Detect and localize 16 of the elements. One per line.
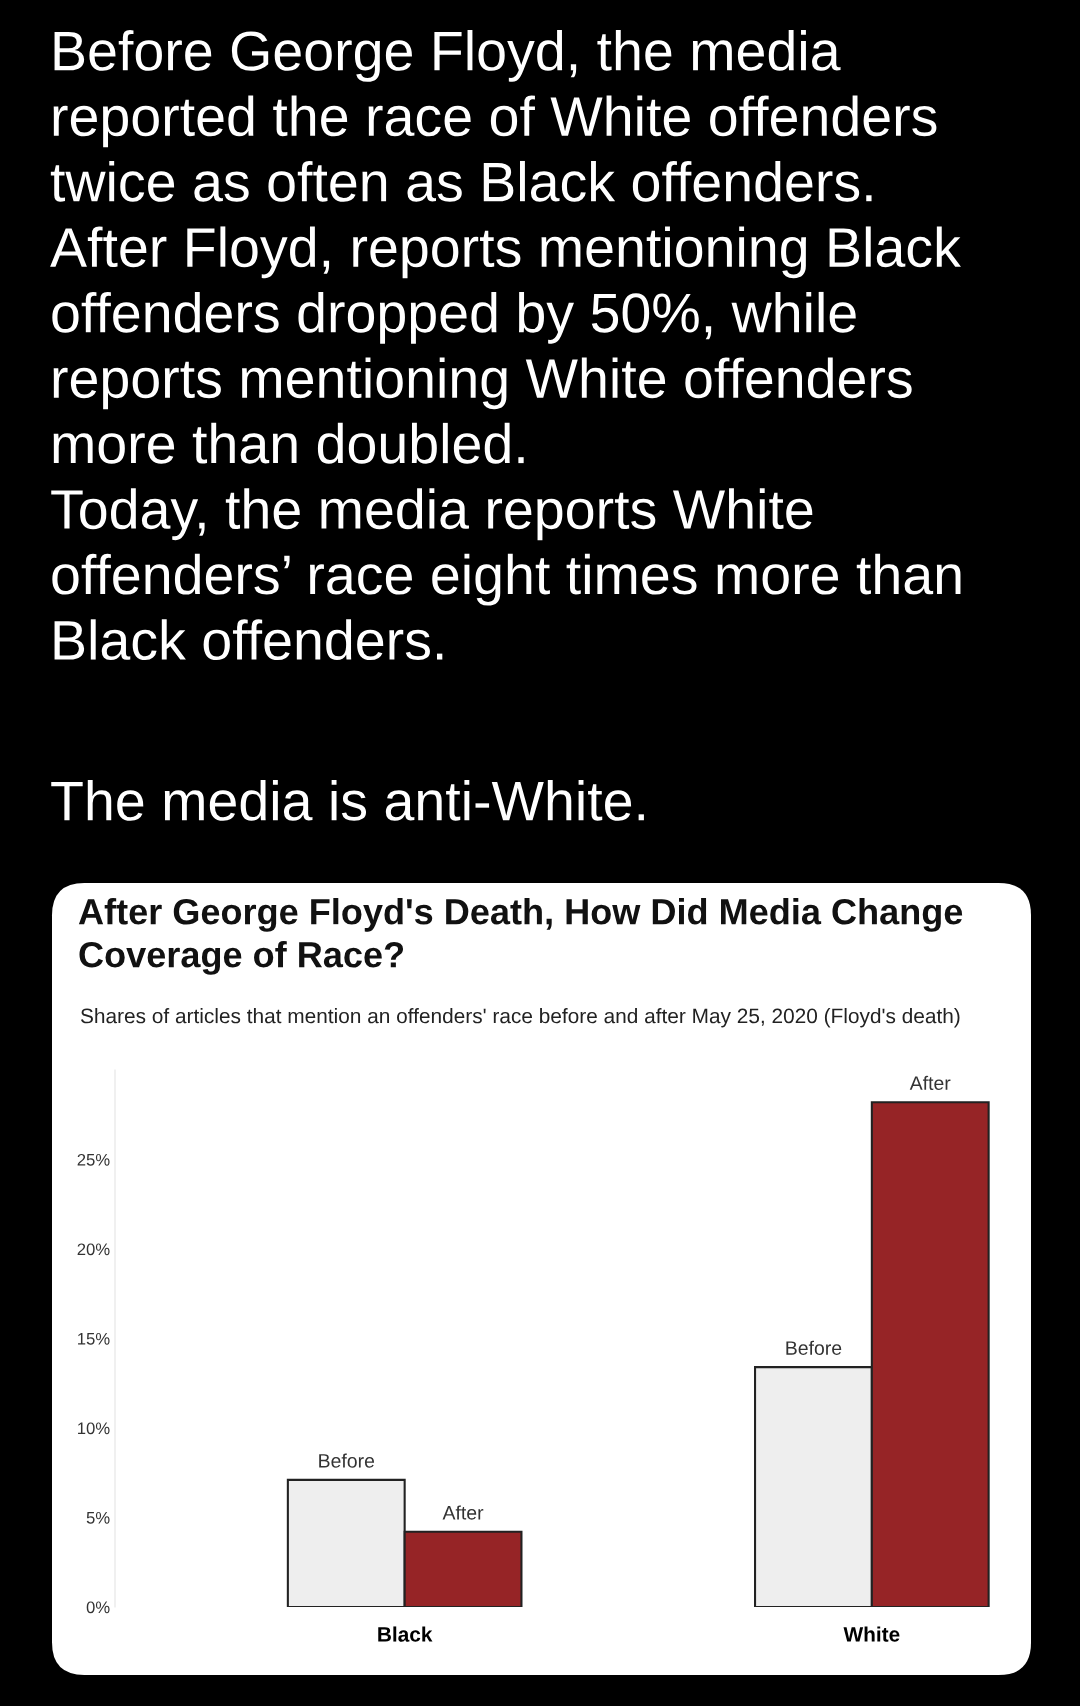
text: Before George Floyd, the media reported the race of White offenders twice as often as Black offenders. After Floyd, reports mentioning Black offenders dropped by 50%, while reports mentioning White offenders more than doubled. Today, the media reports White offenders’ race eight times more than Black offenders.	[50, 30, 961, 661]
y-tick-label: 15%	[78, 1332, 110, 1345]
x-tick-label: Black	[378, 1626, 433, 1642]
text: Before	[786, 1340, 842, 1355]
series-label: After	[442, 1505, 484, 1520]
series-label: Before	[319, 1453, 375, 1468]
y-tick-label: 0%	[86, 1601, 110, 1614]
chart-title: After George Floyd's Death, How Did Media Change Coverage of Race?	[78, 898, 963, 975]
text: After	[909, 1075, 951, 1091]
y-tick-label: 10%	[78, 1422, 110, 1435]
y-tick-label: 25%	[77, 1153, 110, 1166]
y-tick-label: 5%	[86, 1511, 110, 1524]
chart-subtitle: Shares of articles that mention an offenders' race before and after May 25, 2020 (Floyd's death)	[80, 1008, 960, 1028]
y-tick-label: 20%	[77, 1243, 110, 1256]
text: The media is anti-White.	[51, 780, 644, 821]
x-tick-label: White	[843, 1626, 900, 1642]
